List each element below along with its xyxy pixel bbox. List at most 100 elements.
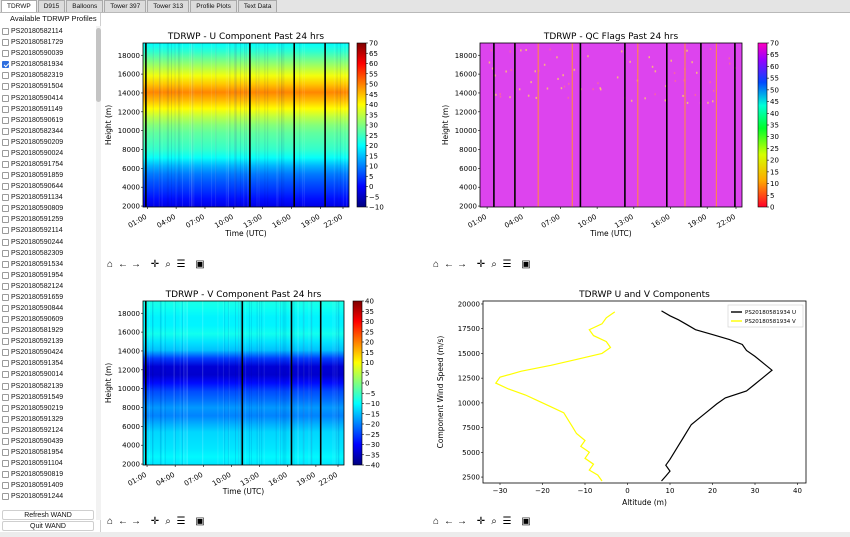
profile-list-item[interactable]: PS20180591104 (2, 458, 95, 469)
profile-checkbox[interactable] (2, 404, 9, 412)
home-icon[interactable]: ⌂ (432, 516, 440, 527)
profile-list-item[interactable]: PS20180591754 (2, 159, 95, 170)
profile-checkbox[interactable] (2, 271, 9, 279)
profile-checkbox[interactable] (2, 39, 9, 47)
profile-checkbox[interactable] (2, 415, 9, 423)
profile-list-item[interactable]: PS20180590219 (2, 403, 95, 414)
profile-checkbox[interactable] (2, 194, 9, 202)
profile-checkbox[interactable] (2, 94, 9, 102)
profile-checkbox[interactable] (2, 360, 9, 368)
profile-checkbox[interactable] (2, 105, 9, 113)
profile-checkbox[interactable] (2, 149, 9, 157)
back-arrow-icon[interactable]: ← (118, 516, 128, 527)
profile-list-item[interactable]: PS20180590014 (2, 369, 95, 380)
profile-list-item[interactable]: PS20180590609 (2, 314, 95, 325)
forward-arrow-icon[interactable]: → (457, 259, 467, 270)
zoom-icon[interactable]: ⌕ (491, 516, 497, 527)
profile-list-item[interactable]: PS20180582309 (2, 248, 95, 259)
configure-subplots-icon[interactable]: ☰ (176, 516, 186, 527)
profile-checkbox[interactable] (2, 382, 9, 390)
zoom-icon[interactable]: ⌕ (165, 516, 171, 527)
profile-checkbox[interactable] (2, 293, 9, 301)
configure-subplots-icon[interactable]: ☰ (176, 259, 186, 270)
profile-list-item[interactable]: PS20180592114 (2, 225, 95, 236)
tab-profile-plots[interactable]: Profile Plots (190, 0, 237, 12)
profile-list-item[interactable]: PS20180590619 (2, 115, 95, 126)
profile-list-item[interactable]: PS20180591954 (2, 270, 95, 281)
pan-icon[interactable]: ✛ (476, 516, 486, 527)
refresh-wand-button[interactable]: Refresh WAND (2, 510, 94, 520)
tab-balloons[interactable]: Balloons (66, 0, 104, 12)
profile-checkbox[interactable] (2, 172, 9, 180)
back-arrow-icon[interactable]: ← (444, 259, 454, 270)
profile-list-item[interactable]: PS20180582139 (2, 381, 95, 392)
profile-list-item[interactable]: PS20180591259 (2, 214, 95, 225)
pan-icon[interactable]: ✛ (150, 516, 160, 527)
home-icon[interactable]: ⌂ (106, 516, 114, 527)
scroll-thumb[interactable] (96, 28, 101, 102)
profile-list-item[interactable]: PS20180590024 (2, 148, 95, 159)
profile-checkbox[interactable] (2, 493, 9, 501)
profile-checkbox[interactable] (2, 116, 9, 124)
configure-subplots-icon[interactable]: ☰ (502, 259, 512, 270)
profile-checkbox[interactable] (2, 216, 9, 224)
back-arrow-icon[interactable]: ← (118, 259, 128, 270)
profile-list-item[interactable]: PS20180591859 (2, 170, 95, 181)
profile-list-item[interactable]: PS20180591549 (2, 392, 95, 403)
profile-list-item[interactable]: PS20180582344 (2, 126, 95, 137)
profile-list-item[interactable]: PS20180590414 (2, 92, 95, 103)
profile-list-item[interactable]: PS20180590039 (2, 48, 95, 59)
profile-checkbox[interactable] (2, 471, 9, 479)
forward-arrow-icon[interactable]: → (131, 259, 141, 270)
profile-checkbox[interactable] (2, 160, 9, 168)
profile-list-item[interactable]: PS20180590424 (2, 347, 95, 358)
tab-tower-313[interactable]: Tower 313 (147, 0, 190, 12)
zoom-icon[interactable]: ⌕ (165, 259, 171, 270)
profile-list-item[interactable]: PS20180590244 (2, 236, 95, 247)
profile-list-item[interactable]: PS20180590844 (2, 303, 95, 314)
profile-list-item[interactable]: PS20180590209 (2, 137, 95, 148)
quit-wand-button[interactable]: Quit WAND (2, 521, 94, 531)
profile-checkbox[interactable] (2, 61, 9, 69)
profile-checkbox[interactable] (2, 338, 9, 346)
tab-d915[interactable]: D915 (37, 0, 66, 12)
home-icon[interactable]: ⌂ (106, 259, 114, 270)
profile-checkbox[interactable] (2, 437, 9, 445)
profile-checkbox[interactable] (2, 260, 9, 268)
profile-list-scrollbar[interactable] (96, 26, 101, 520)
profile-checkbox[interactable] (2, 316, 9, 324)
tab-text-data[interactable]: Text Data (237, 0, 278, 12)
profile-list-item[interactable]: PS20180581954 (2, 447, 95, 458)
profile-list-item[interactable]: PS20180582114 (2, 26, 95, 37)
profile-list-item[interactable]: PS20180591134 (2, 192, 95, 203)
profile-checkbox[interactable] (2, 482, 9, 490)
save-icon[interactable]: ▣ (195, 259, 205, 270)
pan-icon[interactable]: ✛ (150, 259, 160, 270)
profile-checkbox[interactable] (2, 460, 9, 468)
profile-checkbox[interactable] (2, 50, 9, 58)
profile-checkbox[interactable] (2, 349, 9, 357)
profile-checkbox[interactable] (2, 426, 9, 434)
profile-list-item[interactable]: PS20180591354 (2, 358, 95, 369)
profile-list-item[interactable]: PS20180590819 (2, 469, 95, 480)
profile-checkbox[interactable] (2, 183, 9, 191)
profile-list-item[interactable]: PS20180591409 (2, 480, 95, 491)
profile-list-item[interactable]: PS20180592139 (2, 336, 95, 347)
tab-tdrwp[interactable]: TDRWP (1, 0, 37, 12)
profile-list-item[interactable]: PS20180592124 (2, 425, 95, 436)
profile-list-item[interactable]: PS20180590439 (2, 436, 95, 447)
profile-checkbox[interactable] (2, 249, 9, 257)
profile-list-item[interactable]: PS20180581729 (2, 37, 95, 48)
back-arrow-icon[interactable]: ← (444, 516, 454, 527)
save-icon[interactable]: ▣ (521, 516, 531, 527)
profile-checkbox[interactable] (2, 327, 9, 335)
forward-arrow-icon[interactable]: → (131, 516, 141, 527)
profile-list-item[interactable]: PS20180591534 (2, 259, 95, 270)
profile-checkbox[interactable] (2, 127, 9, 135)
pan-icon[interactable]: ✛ (476, 259, 486, 270)
profile-checkbox[interactable] (2, 282, 9, 290)
profile-list-item[interactable]: PS20180582319 (2, 70, 95, 81)
profile-list-item[interactable]: PS20180591149 (2, 104, 95, 115)
home-icon[interactable]: ⌂ (432, 259, 440, 270)
profile-checkbox[interactable] (2, 28, 9, 36)
